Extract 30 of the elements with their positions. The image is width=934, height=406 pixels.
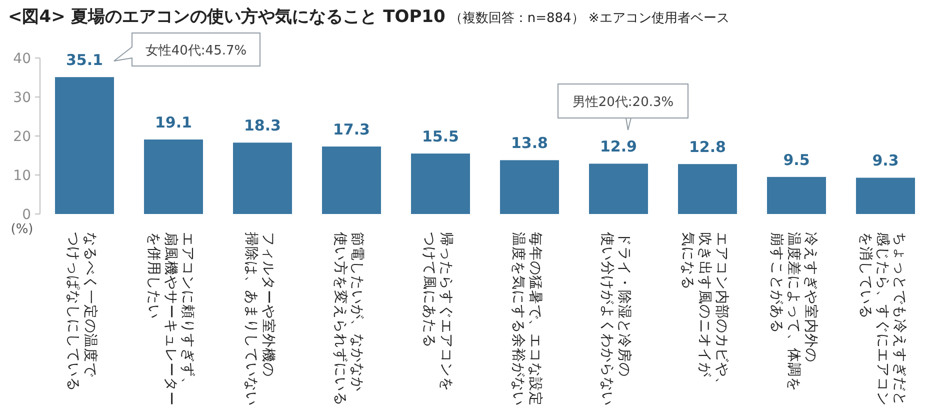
y-tick-label: 30 xyxy=(13,90,31,106)
bar xyxy=(589,164,648,214)
bar xyxy=(411,154,470,214)
data-label: 12.9 xyxy=(600,138,638,156)
y-tick-label: 10 xyxy=(13,168,31,184)
bar xyxy=(233,142,292,214)
annotation: 男性20代:20.3% xyxy=(572,95,674,110)
y-tick-label: 0 xyxy=(22,207,31,223)
data-label: 12.8 xyxy=(688,138,726,156)
data-label: 19.1 xyxy=(154,114,192,132)
annotation: 女性40代:45.7% xyxy=(145,44,247,58)
y-tick-label: 20 xyxy=(13,129,31,145)
bar xyxy=(500,160,559,214)
data-label: 35.1 xyxy=(66,51,104,70)
bar xyxy=(678,164,737,214)
data-label: 15.5 xyxy=(422,128,460,146)
chart-title: <図4> 夏場のエアコンの使い方や気になること TOP10 xyxy=(8,7,446,27)
data-label: 9.5 xyxy=(783,150,810,169)
y-tick-label: 40 xyxy=(13,51,31,67)
chart-subtitle: （複数回答：n=884） ※エアコン使用者ベース xyxy=(449,11,730,26)
data-label: 13.8 xyxy=(510,134,548,152)
data-label: 17.3 xyxy=(332,120,370,139)
bar xyxy=(144,140,203,214)
bar xyxy=(55,77,114,214)
bar xyxy=(322,146,381,214)
y-axis-title: (%) xyxy=(10,222,34,237)
bar xyxy=(856,178,915,214)
bar xyxy=(767,176,826,214)
data-label: 18.3 xyxy=(244,116,282,135)
data-label: 9.3 xyxy=(872,152,899,170)
